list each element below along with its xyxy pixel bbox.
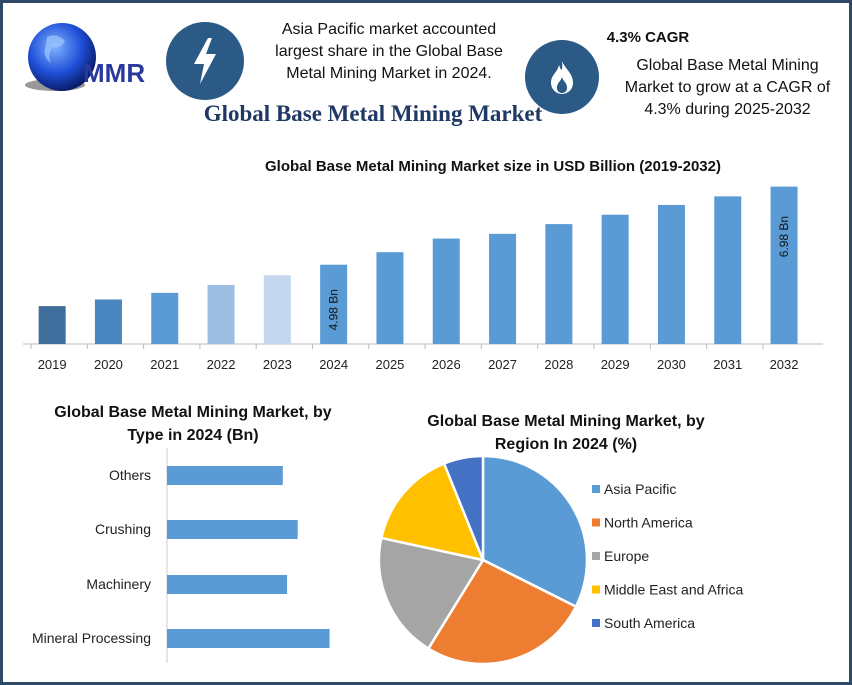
bar-2029 (601, 214, 629, 344)
x-tick-label: 2031 (713, 357, 742, 372)
highlight-text: Asia Pacific market accounted largest sh… (275, 21, 503, 82)
type-bar-chart: Others Crushing Machinery Mineral Processin… (32, 448, 330, 663)
legend-swatch (592, 619, 600, 627)
legend-swatch (592, 518, 600, 527)
svg-text:MMR: MMR (83, 58, 145, 88)
legend-label: South America (604, 615, 695, 631)
bar-others (167, 466, 283, 485)
bar-2022 (207, 285, 235, 344)
cagr-text: Global Base Metal Mining Market to grow … (624, 57, 831, 118)
bar-2021 (151, 292, 179, 344)
pie-chart-title: Global Base Metal Mining Market, by Regi… (427, 413, 705, 453)
legend-label: Asia Pacific (604, 481, 676, 497)
bar-crushing (167, 520, 298, 539)
data-label-2032: 6.98 Bn (777, 216, 791, 257)
legend-swatch (592, 585, 600, 594)
x-tick-label: 2027 (488, 357, 517, 372)
slice-middle-east-and-africa (379, 461, 486, 562)
bar-2031 (714, 196, 742, 344)
bar-2032 (770, 186, 798, 344)
region-pie-chart: Asia Pacific North America Europe Middle Ea… (377, 454, 744, 666)
x-tick-label: 2020 (94, 357, 123, 372)
slice-south-america (442, 454, 485, 561)
x-tick-label: 2029 (601, 357, 630, 372)
bar-2026 (432, 238, 460, 344)
bar-2028 (545, 224, 573, 344)
bar-2027 (489, 233, 517, 344)
flame-icon (525, 40, 599, 114)
legend-swatch (592, 485, 600, 493)
page-title: Global Base Metal Mining Market (203, 101, 543, 126)
x-tick-label: 2023 (263, 357, 292, 372)
legend-swatch (592, 552, 600, 560)
category-label: Mineral Processing (32, 630, 151, 646)
category-label: Crushing (95, 521, 151, 537)
bar-2025 (376, 252, 404, 344)
bar-mineral-processing (167, 629, 330, 648)
slice-asia-pacific (481, 454, 589, 609)
bar-2023 (263, 275, 291, 344)
bar-chart-title: Global Base Metal Mining Market size in … (265, 158, 721, 175)
x-tick-label: 2024 (319, 357, 348, 372)
bar-2019 (38, 306, 66, 344)
slice-north-america (426, 558, 578, 666)
x-tick-label: 2028 (544, 357, 573, 372)
x-tick-label: 2025 (375, 357, 404, 372)
x-tick-label: 2030 (657, 357, 686, 372)
x-tick-label: 2019 (38, 357, 67, 372)
x-tick-label: 2022 (207, 357, 236, 372)
type-chart-title: Global Base Metal Mining Market, by Type… (54, 404, 332, 444)
mmr-logo: MMR (25, 23, 145, 91)
lightning-bolt-icon (166, 22, 244, 100)
bar-machinery (167, 575, 288, 594)
slice-europe (377, 536, 485, 651)
bar-2024 (320, 264, 348, 344)
category-label: Machinery (86, 576, 151, 592)
legend-label: North America (604, 515, 693, 531)
x-tick-label: 2021 (150, 357, 179, 372)
x-tick-label: 2026 (432, 357, 461, 372)
market-size-bar-chart: 2019 2020 2021 2022 2023 2024 4.98 Bn 2025 2026 2… (23, 186, 823, 372)
legend-label: Middle East and Africa (604, 582, 744, 598)
cagr-title: 4.3% CAGR (606, 29, 690, 46)
x-tick-label: 2032 (770, 357, 799, 372)
category-label: Others (109, 467, 151, 483)
data-label-2024: 4.98 Bn (327, 289, 341, 330)
legend-label: Europe (604, 548, 649, 564)
bar-2030 (657, 204, 685, 344)
bar-2020 (94, 299, 122, 344)
